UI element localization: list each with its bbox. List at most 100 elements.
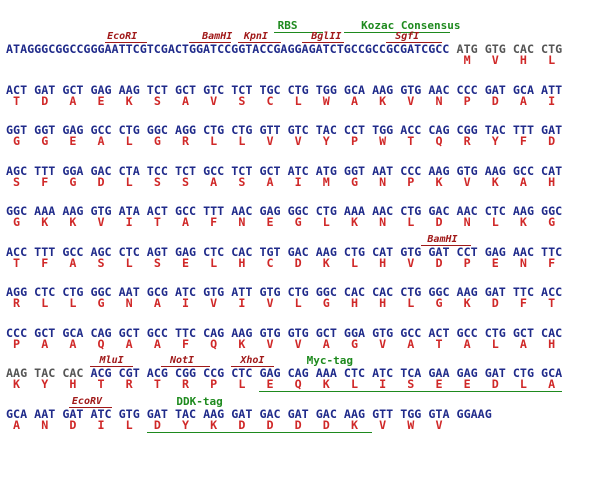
codon: GGA (62, 163, 84, 178)
codon: GTT (259, 123, 281, 137)
codon: AAG (315, 244, 337, 259)
amino-acid: K (350, 215, 358, 229)
codon: GCC (203, 163, 225, 178)
codon: GGC (428, 285, 450, 299)
feature-label: Kozac Consensus (361, 19, 461, 32)
codon: AAC (456, 204, 478, 218)
amino-acid: V (463, 174, 471, 189)
amino-acid: D (294, 255, 302, 270)
codon: TCT (231, 163, 253, 178)
codon: GGC (287, 204, 309, 218)
codon: AAG (512, 204, 534, 218)
codon: GGC (315, 285, 337, 299)
codon: AAG (231, 325, 253, 340)
codon: CGG (456, 123, 478, 137)
codon: AGG (174, 123, 197, 137)
site-line (273, 32, 323, 33)
amino-acid: D (294, 417, 302, 432)
amino-acid: H (519, 53, 527, 67)
tag-label: Myc-tag (306, 354, 354, 367)
codon: ACT (146, 204, 168, 218)
amino-acid: F (519, 134, 527, 148)
amino-acid: W (379, 134, 387, 148)
site-line (301, 42, 344, 43)
codon: TAC (484, 123, 506, 137)
amino-acid: Q (97, 336, 105, 351)
amino-acid: N (379, 215, 387, 229)
enzyme-site: BglII (311, 31, 342, 42)
feature-label: RBS (277, 19, 298, 32)
codon: GCC (512, 163, 534, 178)
amino-acid: A (69, 255, 77, 270)
codon: CCC (6, 325, 28, 340)
amino-acid: N (41, 417, 49, 432)
amino-acid: L (238, 134, 246, 148)
site-line (160, 366, 211, 367)
codon: GAC (259, 406, 281, 421)
codon: GTG (90, 204, 112, 218)
codon: GTG (118, 406, 140, 421)
codon: TTT (34, 163, 56, 178)
codon: AAA (315, 366, 337, 380)
codon: GTG (400, 244, 422, 259)
site-line (146, 431, 373, 433)
codon: ACT (428, 325, 450, 340)
codon: CAT (541, 163, 563, 178)
codon: GTA (428, 406, 450, 421)
codon: GCA (343, 82, 366, 97)
codon: GCG (146, 285, 168, 299)
amino-acid: E (97, 93, 105, 108)
codon: GCT (34, 325, 56, 340)
amino-acid: Q (210, 336, 218, 351)
codon: ATC (372, 366, 394, 380)
amino-acid: E (266, 377, 274, 391)
codon: CTC (118, 244, 140, 259)
codon: CAC (372, 285, 394, 299)
codon: GGC (541, 204, 563, 218)
amino-acid: L (210, 134, 218, 148)
codon: GAC (90, 163, 112, 178)
amino-acid: A (266, 174, 274, 189)
amino-acid: W (407, 417, 415, 432)
codon: AGC (6, 163, 28, 178)
amino-acid: A (182, 215, 190, 229)
amino-acid: L (407, 215, 415, 229)
enzyme-site: SgfI (395, 31, 420, 42)
amino-acid: R (125, 377, 133, 391)
amino-acid: D (97, 174, 105, 189)
amino-acid: A (463, 336, 471, 351)
amino-acid: Q (435, 134, 443, 148)
codon: CCC (400, 163, 422, 178)
amino-acid: K (238, 336, 246, 351)
amino-acid: V (379, 336, 387, 351)
codon: GCC (400, 325, 422, 340)
amino-acid: I (125, 215, 133, 229)
amino-acid: A (69, 336, 77, 351)
codon: CTG (62, 285, 84, 299)
amino-acid: S (13, 174, 21, 189)
codon: GCT (174, 82, 197, 97)
codon: GTG (372, 325, 394, 340)
codon: GGAAG (456, 406, 492, 421)
amino-acid: K (435, 174, 443, 189)
amino-acid: V (294, 134, 302, 148)
codon: TGG (315, 82, 337, 97)
amino-acid: V (379, 417, 387, 432)
codon: ACG (146, 366, 168, 380)
site-line (104, 42, 147, 43)
codon: TCT (146, 82, 168, 97)
codon: AGC (90, 244, 112, 259)
site-line (421, 244, 471, 246)
enzyme-site: EcoRI (107, 31, 138, 42)
codon: ACC (541, 285, 563, 299)
amino-acid: E (435, 377, 443, 391)
amino-acid: L (238, 377, 246, 391)
codon: GTG (259, 325, 281, 340)
amino-acid: N (463, 215, 471, 229)
codon: GGT (343, 163, 366, 178)
amino-acid: P (463, 255, 471, 270)
codon: CTC (203, 244, 225, 259)
codon: CTG (287, 285, 309, 299)
amino-acid: T (153, 377, 161, 391)
